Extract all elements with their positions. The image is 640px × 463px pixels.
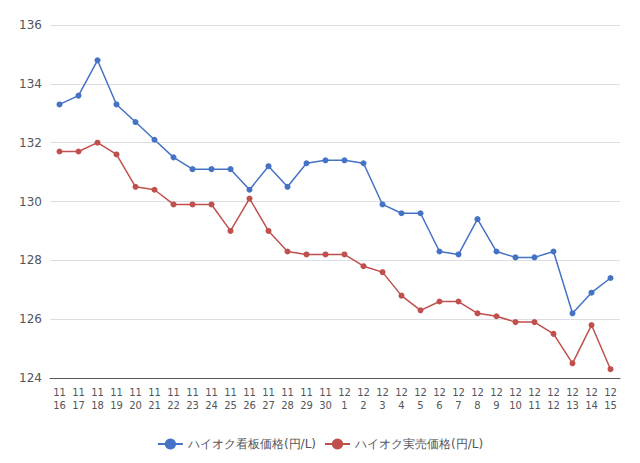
svg-text:11: 11 bbox=[205, 387, 218, 398]
svg-text:12: 12 bbox=[604, 387, 617, 398]
svg-text:12: 12 bbox=[547, 387, 560, 398]
svg-text:12: 12 bbox=[395, 387, 408, 398]
svg-text:11: 11 bbox=[72, 387, 85, 398]
svg-text:128: 128 bbox=[19, 253, 42, 267]
svg-text:30: 30 bbox=[319, 400, 332, 411]
svg-text:11: 11 bbox=[281, 387, 294, 398]
svg-text:11: 11 bbox=[186, 387, 199, 398]
svg-text:19: 19 bbox=[110, 400, 123, 411]
svg-text:124: 124 bbox=[19, 371, 42, 385]
svg-text:28: 28 bbox=[281, 400, 294, 411]
svg-text:11: 11 bbox=[129, 387, 142, 398]
svg-text:12: 12 bbox=[490, 387, 503, 398]
svg-text:11: 11 bbox=[110, 387, 123, 398]
svg-text:11: 11 bbox=[300, 387, 313, 398]
svg-text:11: 11 bbox=[91, 387, 104, 398]
svg-text:12: 12 bbox=[376, 387, 389, 398]
svg-text:12: 12 bbox=[585, 387, 598, 398]
svg-text:11: 11 bbox=[319, 387, 332, 398]
svg-text:7: 7 bbox=[455, 400, 461, 411]
svg-text:12: 12 bbox=[452, 387, 465, 398]
svg-text:2: 2 bbox=[360, 400, 366, 411]
svg-text:12: 12 bbox=[509, 387, 522, 398]
svg-text:132: 132 bbox=[19, 136, 42, 150]
svg-text:10: 10 bbox=[509, 400, 522, 411]
svg-text:136: 136 bbox=[19, 18, 42, 32]
svg-text:134: 134 bbox=[19, 77, 42, 91]
svg-text:11: 11 bbox=[528, 400, 541, 411]
svg-text:14: 14 bbox=[585, 400, 598, 411]
svg-text:12: 12 bbox=[566, 387, 579, 398]
svg-text:12: 12 bbox=[338, 387, 351, 398]
svg-text:24: 24 bbox=[205, 400, 218, 411]
svg-text:12: 12 bbox=[528, 387, 541, 398]
svg-text:27: 27 bbox=[262, 400, 275, 411]
svg-text:11: 11 bbox=[224, 387, 237, 398]
svg-text:29: 29 bbox=[300, 400, 313, 411]
svg-text:11: 11 bbox=[243, 387, 256, 398]
svg-text:130: 130 bbox=[19, 195, 42, 209]
svg-text:1: 1 bbox=[341, 400, 347, 411]
svg-text:25: 25 bbox=[224, 400, 237, 411]
svg-text:11: 11 bbox=[167, 387, 180, 398]
svg-text:15: 15 bbox=[604, 400, 617, 411]
svg-text:18: 18 bbox=[91, 400, 104, 411]
svg-text:ハイオク実売価格(円/L): ハイオク実売価格(円/L) bbox=[354, 437, 483, 451]
svg-text:ハイオク看板価格(円/L): ハイオク看板価格(円/L) bbox=[187, 437, 316, 451]
svg-text:8: 8 bbox=[474, 400, 480, 411]
svg-text:11: 11 bbox=[53, 387, 66, 398]
svg-text:9: 9 bbox=[493, 400, 499, 411]
svg-text:11: 11 bbox=[148, 387, 161, 398]
svg-text:126: 126 bbox=[19, 312, 42, 326]
svg-text:16: 16 bbox=[53, 400, 66, 411]
svg-text:12: 12 bbox=[471, 387, 484, 398]
svg-text:12: 12 bbox=[433, 387, 446, 398]
svg-text:4: 4 bbox=[398, 400, 404, 411]
svg-text:3: 3 bbox=[379, 400, 385, 411]
svg-text:23: 23 bbox=[186, 400, 199, 411]
svg-text:13: 13 bbox=[566, 400, 579, 411]
svg-text:22: 22 bbox=[167, 400, 180, 411]
svg-text:6: 6 bbox=[436, 400, 442, 411]
svg-text:5: 5 bbox=[417, 400, 423, 411]
svg-text:11: 11 bbox=[262, 387, 275, 398]
svg-text:21: 21 bbox=[148, 400, 161, 411]
svg-text:12: 12 bbox=[547, 400, 560, 411]
svg-text:12: 12 bbox=[414, 387, 427, 398]
svg-text:20: 20 bbox=[129, 400, 142, 411]
svg-text:26: 26 bbox=[243, 400, 256, 411]
svg-text:12: 12 bbox=[357, 387, 370, 398]
svg-text:17: 17 bbox=[72, 400, 85, 411]
